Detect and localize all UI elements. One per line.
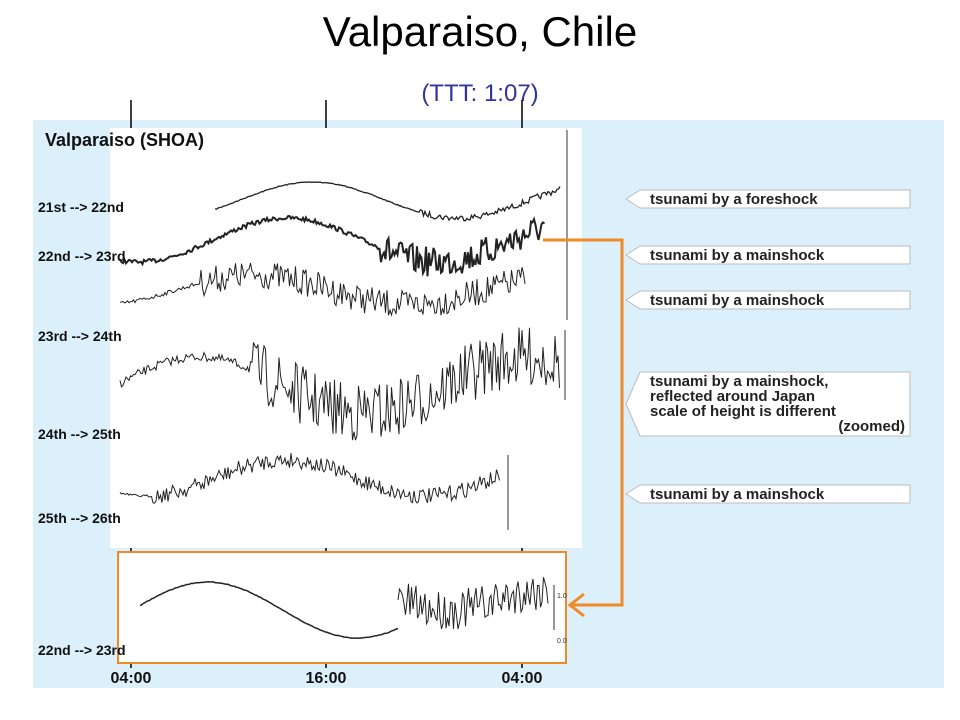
scale-bars bbox=[507, 130, 568, 630]
callout-text: reflected around Japan bbox=[650, 388, 815, 405]
waveform bbox=[397, 577, 549, 630]
waveform bbox=[214, 181, 561, 222]
callout-boxes bbox=[625, 189, 911, 504]
waveform bbox=[119, 453, 500, 504]
waveform bbox=[119, 327, 560, 441]
waveform bbox=[119, 262, 526, 317]
callout-text: scale of height is different bbox=[650, 403, 836, 420]
callout-text: tsunami by a foreshock bbox=[650, 191, 818, 208]
callout-text: tsunami by a mainshock, bbox=[650, 373, 828, 390]
zoomed-record bbox=[117, 551, 567, 664]
row-label: 24th --> 25th bbox=[38, 426, 121, 442]
row-label: 21st --> 22nd bbox=[38, 199, 124, 215]
connector-arrow bbox=[543, 238, 624, 618]
callout-text: tsunami by a mainshock bbox=[650, 292, 825, 309]
time-label: 04:00 bbox=[111, 670, 152, 687]
row-label: 22nd --> 23rd bbox=[38, 248, 126, 264]
record-image bbox=[110, 128, 582, 548]
row-label: 25th --> 26th bbox=[38, 510, 121, 526]
subtitle: (TTT: 1:07) bbox=[421, 80, 538, 107]
callout-text: (zoomed) bbox=[838, 418, 905, 435]
callout-text: tsunami by a mainshock bbox=[650, 486, 825, 503]
waveform bbox=[139, 581, 399, 639]
time-label: 04:00 bbox=[502, 670, 543, 687]
row-label: 23rd --> 24th bbox=[38, 328, 122, 344]
scale-label: 0.0 bbox=[557, 638, 567, 645]
callout-text: tsunami by a mainshock bbox=[650, 247, 825, 264]
scale-label: 1.0 bbox=[557, 593, 567, 600]
time-label: 16:00 bbox=[306, 670, 347, 687]
title: Valparaiso, Chile bbox=[323, 8, 637, 55]
waveforms bbox=[119, 181, 561, 639]
waveform bbox=[119, 214, 546, 277]
row-label: 22nd --> 23rd bbox=[38, 642, 126, 658]
record-title: Valparaiso (SHOA) bbox=[45, 130, 204, 150]
